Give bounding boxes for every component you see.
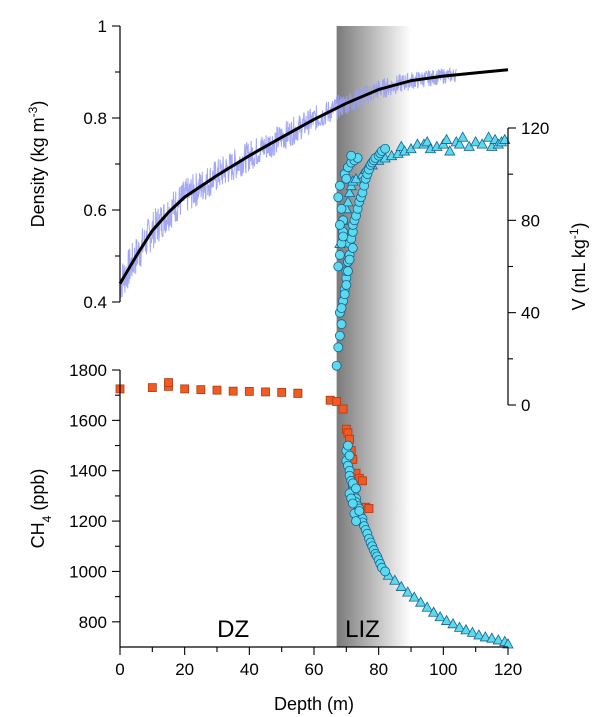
ch4-circle-point bbox=[354, 506, 365, 516]
v-axis-title: V (mL kg-1) bbox=[567, 222, 589, 310]
ch4-triangle-point bbox=[402, 586, 414, 597]
ch4-firn-point bbox=[180, 384, 190, 394]
v-circle-point bbox=[333, 261, 344, 272]
v-circle-point bbox=[333, 192, 344, 203]
v-triangle-point bbox=[342, 196, 354, 207]
ch4-firn-point bbox=[338, 404, 348, 414]
zone-label-liz: LIZ bbox=[345, 616, 380, 643]
ch4-triangle-point bbox=[447, 618, 459, 629]
ch4-triangle-point bbox=[492, 634, 504, 645]
v-tick-label: 80 bbox=[521, 211, 540, 230]
v-triangle-point bbox=[499, 133, 511, 144]
x-tick-label: 120 bbox=[494, 660, 522, 679]
ch4-triangle-point bbox=[434, 610, 446, 622]
ch4-triangle-point bbox=[473, 629, 485, 640]
density-axis-title: Density (kg m-3) bbox=[26, 101, 48, 228]
v-circle-point bbox=[336, 319, 347, 330]
ch4-triangle-point bbox=[440, 614, 453, 625]
ch4-firn-point bbox=[358, 476, 367, 486]
v-triangle-point bbox=[343, 186, 356, 198]
ch4-tick-label: 1200 bbox=[69, 512, 107, 531]
ch4-firn-point bbox=[277, 388, 287, 397]
v-tick-label: 120 bbox=[521, 119, 549, 138]
ch4-triangle-point bbox=[415, 596, 427, 607]
ch4-firn-point bbox=[244, 387, 254, 396]
ch4-tick-label: 1800 bbox=[69, 361, 107, 380]
ch4-tick-label: 1600 bbox=[69, 411, 107, 430]
ch4-tick-label: 800 bbox=[79, 613, 107, 632]
v-triangle-point bbox=[453, 138, 466, 149]
ch4-firn-point bbox=[196, 385, 206, 395]
v-circle-point bbox=[334, 250, 345, 260]
ch4-triangle-point bbox=[408, 591, 420, 602]
ch4-firn-point bbox=[293, 389, 303, 398]
ch4-circle-point bbox=[344, 450, 355, 461]
ch4-firn-point bbox=[212, 385, 222, 395]
v-circle-point bbox=[336, 203, 347, 214]
ch4-circle-point bbox=[347, 498, 358, 509]
ch4-triangle-point bbox=[389, 574, 401, 585]
v-circle-point bbox=[341, 173, 352, 184]
ch4-triangle-point bbox=[395, 580, 407, 591]
x-tick-label: 0 bbox=[115, 660, 124, 679]
v-circle-point bbox=[344, 254, 355, 265]
v-triangle-point bbox=[457, 131, 469, 142]
v-circle-point bbox=[334, 180, 345, 191]
density-raw-trace bbox=[119, 67, 457, 299]
x-tick-label: 20 bbox=[175, 660, 194, 679]
ch4-firn-point bbox=[164, 378, 173, 387]
ch4-circle-point bbox=[380, 566, 391, 577]
density-tick-label: 1 bbox=[98, 17, 107, 36]
ch4-firn-point bbox=[332, 397, 342, 406]
v-circle-point bbox=[339, 289, 350, 300]
ch4-triangle-point bbox=[421, 601, 433, 612]
x-tick-label: 80 bbox=[369, 660, 388, 679]
v-circle-point bbox=[338, 231, 349, 242]
v-tick-label: 40 bbox=[521, 304, 540, 323]
ch4-firn-point bbox=[261, 387, 270, 397]
ch4-triangle-point bbox=[479, 631, 492, 642]
v-circle-point bbox=[343, 266, 353, 277]
ch4-tick-label: 1400 bbox=[69, 462, 107, 481]
x-tick-label: 60 bbox=[305, 660, 324, 679]
ch4-triangle-point bbox=[486, 632, 498, 643]
x-tick-label: 100 bbox=[429, 660, 457, 679]
v-circle-point bbox=[346, 150, 357, 161]
v-circle-point bbox=[334, 330, 345, 341]
density-tick-label: 0.4 bbox=[83, 293, 107, 312]
density-tick-label: 0.8 bbox=[83, 109, 107, 128]
ch4-triangle-point bbox=[427, 606, 440, 617]
ch4-triangle-point bbox=[466, 626, 479, 637]
v-triangle-point bbox=[421, 136, 433, 147]
zone-label-dz: DZ bbox=[217, 616, 249, 643]
v-triangle-point bbox=[469, 136, 482, 147]
v-circle-point bbox=[336, 303, 347, 313]
v-circle-point bbox=[380, 143, 391, 154]
ch4-triangle-point bbox=[460, 624, 472, 635]
ch4-firn-point bbox=[228, 386, 238, 396]
ch4-circle-point bbox=[351, 516, 361, 526]
ch4-circle-point bbox=[343, 440, 353, 451]
density-fit-line bbox=[118, 68, 509, 285]
v-circle-point bbox=[347, 243, 358, 253]
v-triangle-point bbox=[444, 145, 456, 156]
v-circle-point bbox=[331, 360, 342, 371]
v-triangle-point bbox=[482, 131, 495, 142]
density-tick-label: 0.6 bbox=[83, 201, 107, 220]
x-tick-label: 40 bbox=[240, 660, 259, 679]
v-tick-label: 0 bbox=[521, 396, 530, 415]
x-axis-title: Depth (m) bbox=[274, 694, 354, 714]
v-triangle-point bbox=[440, 133, 453, 144]
ch4-firn-point bbox=[147, 383, 157, 393]
v-circle-point bbox=[333, 342, 344, 353]
v-triangle-point bbox=[476, 138, 488, 149]
ch4-axis-title: CH4 (ppb) bbox=[28, 469, 54, 549]
ch4-triangle-point bbox=[453, 621, 466, 632]
ch4-tick-label: 1000 bbox=[69, 562, 107, 581]
v-circle-point bbox=[334, 220, 345, 230]
v-circle-point bbox=[341, 280, 352, 290]
ch4-firn-point bbox=[364, 504, 374, 513]
ch4-circle-point bbox=[351, 483, 361, 494]
